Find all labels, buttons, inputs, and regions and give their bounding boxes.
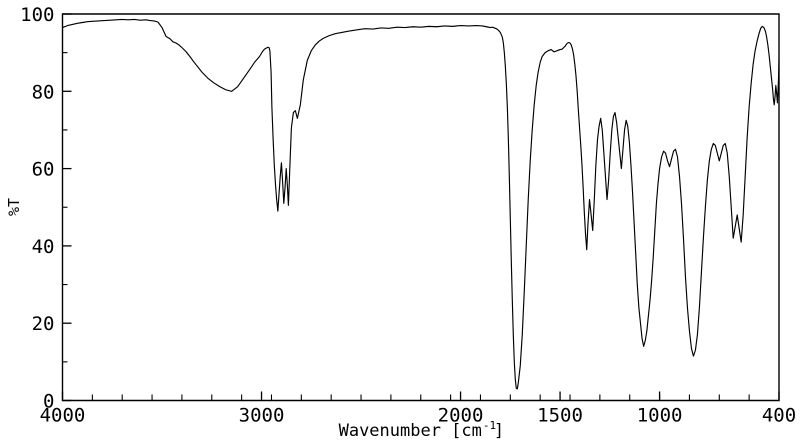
spectrum-trace — [61, 18, 780, 390]
y-axis-title-text: %T — [5, 198, 23, 216]
y-minor-ticks — [62, 52, 68, 363]
x-tick-label: 400 — [762, 405, 796, 427]
y-tick-labels: 0 20 40 60 80 100 — [20, 4, 54, 413]
x-minor-ticks — [91, 394, 750, 401]
y-tick-label: 100 — [20, 4, 54, 26]
x-tick-label: 4000 — [40, 405, 86, 427]
plot-frame — [61, 13, 780, 402]
y-tick-label: 80 — [32, 81, 55, 103]
spectrum-series — [61, 18, 780, 390]
x-axis-title-text: Wavenumber [cm — [339, 421, 482, 441]
y-tick-label: 0 — [43, 391, 54, 413]
x-tick-label: 1000 — [637, 405, 683, 427]
y-major-ticks — [62, 13, 72, 402]
x-tick-label: 2000 — [438, 405, 484, 427]
x-tick-label: 1500 — [537, 405, 583, 427]
x-axis-title-superscript: -1 — [483, 419, 496, 432]
x-axis-title: Wavenumber [cm -1 ] — [339, 419, 505, 441]
y-tick-label: 60 — [32, 159, 55, 181]
y-axis-title: %T — [5, 198, 23, 216]
plot-border — [61, 13, 780, 402]
x-tick-label: 3000 — [239, 405, 285, 427]
y-tick-label: 40 — [32, 236, 55, 258]
x-axis-title-bracket: ] — [494, 421, 504, 441]
x-tick-labels: 4000 3000 2000 1500 1000 400 — [40, 405, 797, 427]
y-tick-label: 20 — [32, 313, 55, 335]
